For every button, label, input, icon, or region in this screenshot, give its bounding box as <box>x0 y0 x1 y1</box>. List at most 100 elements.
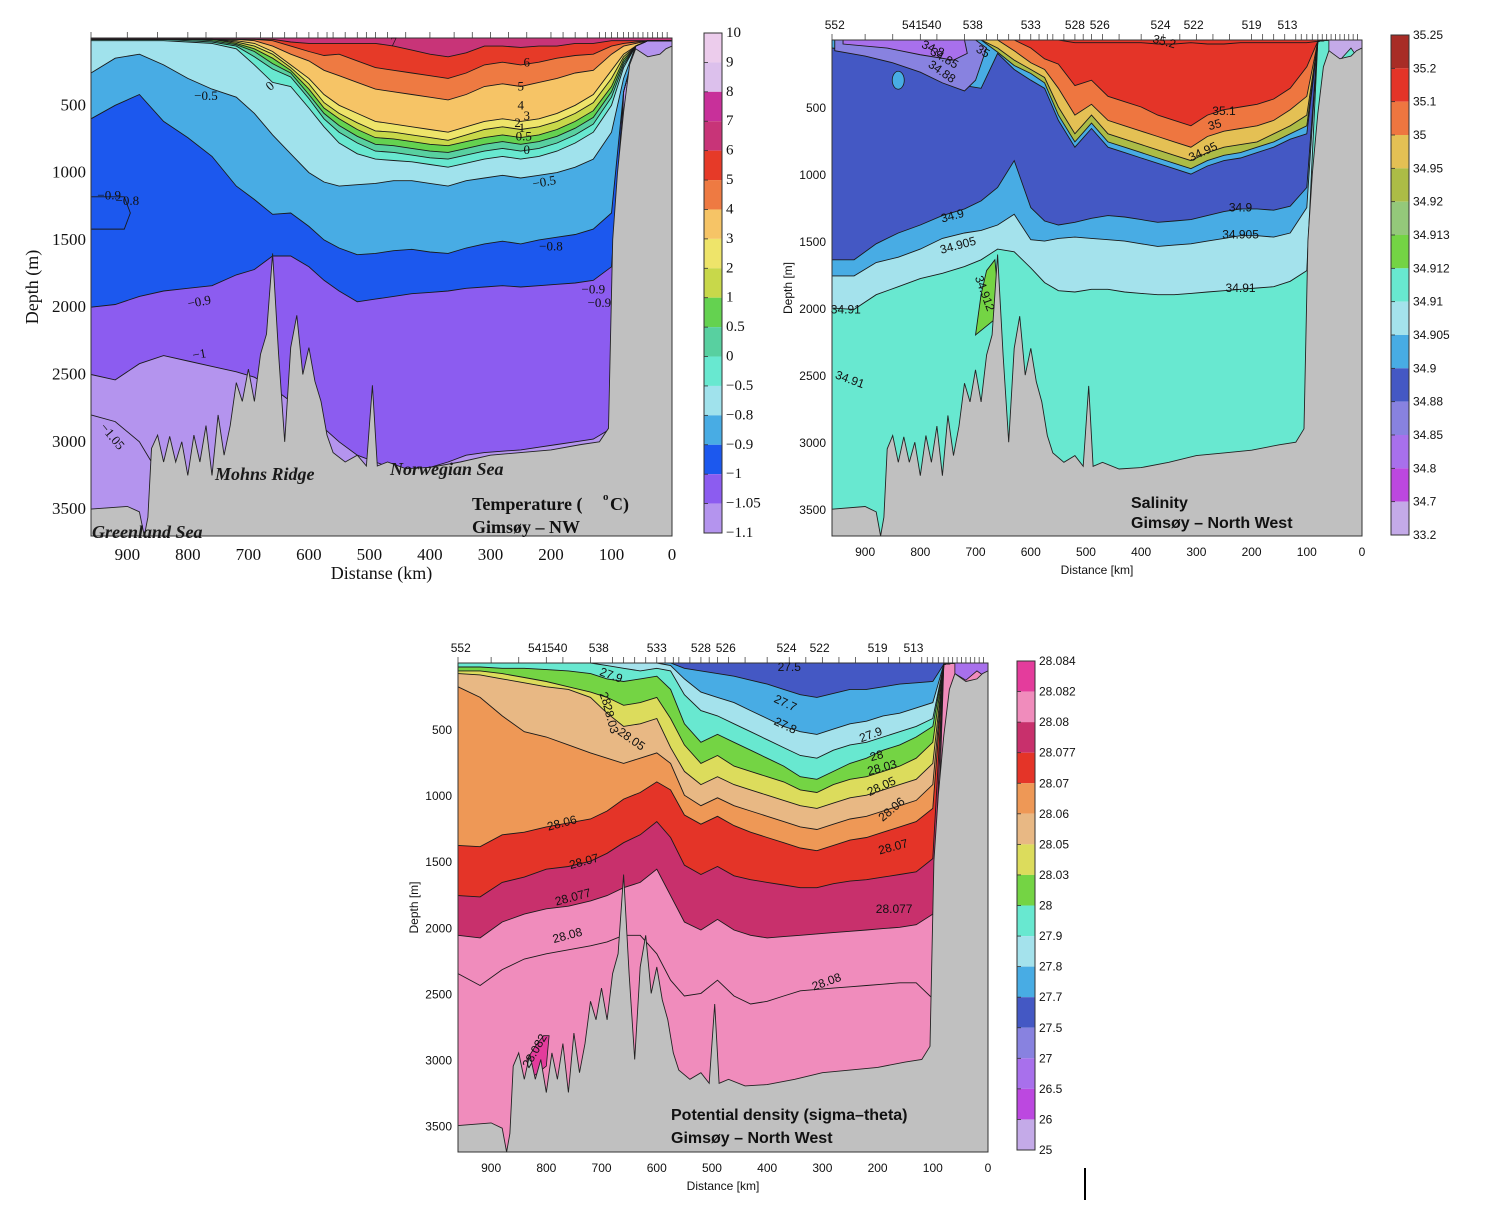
colorbar-swatch <box>1391 135 1409 169</box>
x-tick-label: 800 <box>910 545 930 559</box>
x-tick-label: 900 <box>855 545 875 559</box>
x-tick-label: 300 <box>1186 545 1206 559</box>
y-axis-label: Depth (m) <box>22 250 43 324</box>
x-tick-label: 500 <box>357 545 383 564</box>
y-tick-label: 1000 <box>425 789 452 803</box>
colorbar-swatch <box>1391 235 1409 269</box>
contour-label: 28 <box>596 690 614 708</box>
colorbar-label: 35 <box>1413 128 1427 142</box>
contour-label: 6 <box>524 54 531 69</box>
station-label: 524 <box>776 641 796 655</box>
colorbar-label: 34.913 <box>1413 228 1450 242</box>
x-tick-label: 600 <box>647 1161 667 1175</box>
colorbar-label: 0.5 <box>726 319 745 335</box>
salinity-eddy <box>891 70 905 90</box>
x-tick-label: 700 <box>236 545 262 564</box>
colorbar-label: 1 <box>726 290 734 306</box>
contour-label: −0.5 <box>194 88 218 103</box>
colorbar-swatch <box>1017 661 1035 692</box>
density-contour-10 <box>457 662 988 939</box>
colorbar-label: 34.88 <box>1413 395 1443 409</box>
colorbar-label: 28.06 <box>1039 807 1069 821</box>
colorbar-swatch <box>1391 468 1409 502</box>
colorbar-label: 28 <box>1039 899 1053 913</box>
colorbar-swatch <box>1017 691 1035 723</box>
station-label: 552 <box>451 641 471 655</box>
salinity-band-6 <box>832 40 1362 260</box>
x-tick-label: 800 <box>536 1161 556 1175</box>
station-label: 552 <box>825 18 845 32</box>
contour-label: 35.1 <box>1212 104 1236 118</box>
density-band-0 <box>458 663 988 698</box>
colorbar-swatch <box>1017 1119 1035 1150</box>
colorbar-label: −1.1 <box>726 525 753 541</box>
x-tick-label: 200 <box>868 1161 888 1175</box>
temperature-contour-10 <box>90 40 672 187</box>
colorbar-label: −0.5 <box>726 378 753 394</box>
seabed-topography <box>90 45 673 537</box>
colorbar-label: 34.9 <box>1413 361 1437 375</box>
colorbar-swatch <box>704 150 722 181</box>
temperature-contour-3 <box>91 38 672 101</box>
colorbar-label: 27.5 <box>1039 1021 1063 1035</box>
contour-label: 34.9 <box>1229 201 1253 215</box>
station-label: 522 <box>810 641 830 655</box>
colorbar-label: 3 <box>726 231 734 247</box>
chart-title-unit: C) <box>610 494 629 515</box>
salinity-lowest-patch <box>842 39 968 61</box>
contour-label: 5 <box>517 78 524 93</box>
chart-title: Potential density (sigma–theta) <box>671 1107 908 1124</box>
colorbar-label: 34.92 <box>1413 195 1443 209</box>
colorbar-swatch <box>704 356 722 386</box>
density-band-3 <box>458 663 988 780</box>
colorbar-label: 34.91 <box>1413 295 1443 309</box>
station-label: 540 <box>921 18 941 32</box>
salinity-band-1 <box>832 40 1362 126</box>
region-annotation: Greenland Sea <box>92 522 203 542</box>
colorbar-swatch <box>704 180 722 210</box>
density-band-8 <box>458 663 988 897</box>
colorbar-swatch <box>704 503 722 533</box>
station-label: 538 <box>589 641 609 655</box>
colorbar-label: 0 <box>726 349 734 365</box>
y-tick-label: 1500 <box>52 230 86 249</box>
colorbar-label: 34.912 <box>1413 261 1450 275</box>
contour-label: −0.5 <box>531 172 557 191</box>
temperature-band-3 <box>91 39 672 133</box>
y-tick-label: 2500 <box>52 364 86 383</box>
colorbar-label: 35.25 <box>1413 28 1443 42</box>
density-contour-9 <box>457 662 988 898</box>
colorbar-swatch <box>704 474 722 504</box>
density-contour-4 <box>458 662 988 780</box>
colorbar-label: 34.95 <box>1413 161 1443 175</box>
salinity-band-2 <box>832 40 1362 148</box>
colorbar-label: 35.1 <box>1413 95 1437 109</box>
density-band-2 <box>458 663 988 759</box>
colorbar-label: −1 <box>726 466 742 482</box>
colorbar-swatch <box>704 327 722 357</box>
colorbar-label: 34.7 <box>1413 495 1437 509</box>
temperature-contour-8 <box>91 38 672 160</box>
x-tick-label: 0 <box>985 1161 992 1175</box>
station-label: 541 <box>902 18 922 32</box>
chart-title: Salinity <box>1131 495 1188 512</box>
salinity-contour-7 <box>832 39 1362 261</box>
colorbar-frame <box>1016 660 1036 1151</box>
x-tick-label: 700 <box>966 545 986 559</box>
temperature-band-1 <box>91 39 672 79</box>
contour-label: 4 <box>517 97 524 112</box>
colorbar-label: 5 <box>726 172 734 188</box>
x-axis-label: Distance [km] <box>687 1179 760 1193</box>
contour-label: 35 <box>1206 116 1223 133</box>
colorbar-label: 28.07 <box>1039 776 1069 790</box>
density-contour-8 <box>457 662 988 852</box>
colorbar-swatch <box>1017 722 1035 753</box>
station-label: 522 <box>1184 18 1204 32</box>
y-tick-label: 1000 <box>799 168 826 182</box>
x-tick-label: 400 <box>417 545 443 564</box>
density-contour-6 <box>457 662 988 809</box>
colorbar-label: 27.7 <box>1039 990 1063 1004</box>
station-label: 513 <box>1277 18 1297 32</box>
x-tick-label: 800 <box>175 545 201 564</box>
colorbar-swatch <box>1391 168 1409 202</box>
